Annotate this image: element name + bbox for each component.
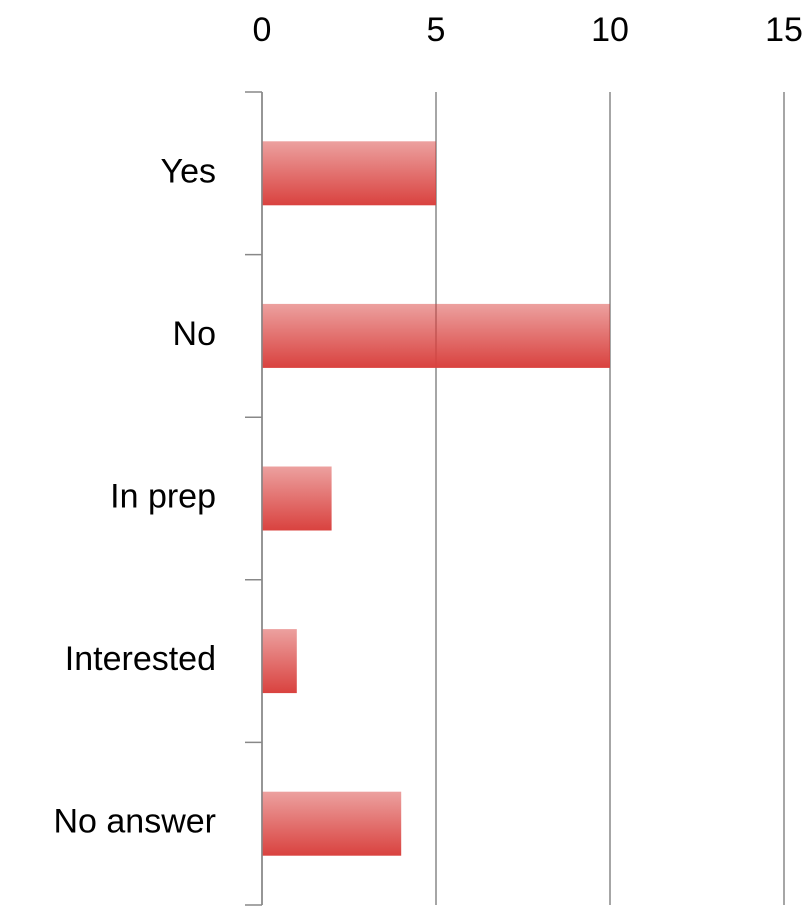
bar: [262, 303, 610, 368]
x-tick-label: 15: [765, 11, 803, 49]
bar: [262, 141, 436, 206]
bar: [262, 629, 297, 694]
y-tick-label: No: [173, 315, 216, 353]
bar: [262, 791, 402, 856]
x-tick-label: 5: [427, 11, 446, 49]
x-tick-label: 0: [253, 11, 272, 49]
y-tick-label: Yes: [161, 152, 216, 190]
y-tick-label: Interested: [65, 640, 216, 678]
y-tick-label: In prep: [110, 477, 216, 515]
bar: [262, 466, 332, 531]
y-tick-label: No answer: [53, 803, 216, 841]
x-tick-label: 10: [591, 11, 629, 49]
